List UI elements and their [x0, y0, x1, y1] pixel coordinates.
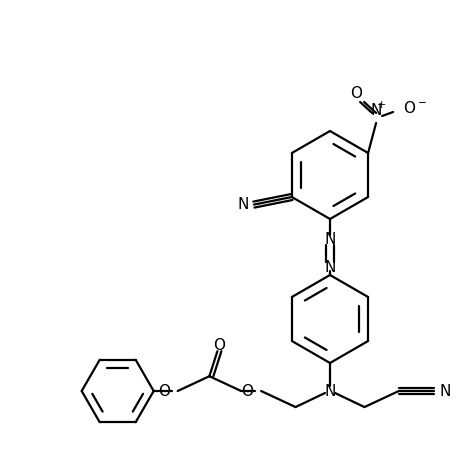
Text: N: N	[440, 384, 451, 399]
Text: +: +	[377, 100, 386, 110]
Text: N: N	[324, 232, 336, 247]
Text: O$^-$: O$^-$	[403, 100, 427, 116]
Text: O: O	[350, 85, 362, 100]
Text: O: O	[158, 384, 170, 399]
Text: N: N	[371, 103, 382, 118]
Text: O: O	[213, 338, 225, 353]
Text: N: N	[324, 384, 336, 399]
Text: O: O	[241, 384, 253, 399]
Text: N: N	[237, 197, 249, 212]
Text: N: N	[324, 260, 336, 275]
